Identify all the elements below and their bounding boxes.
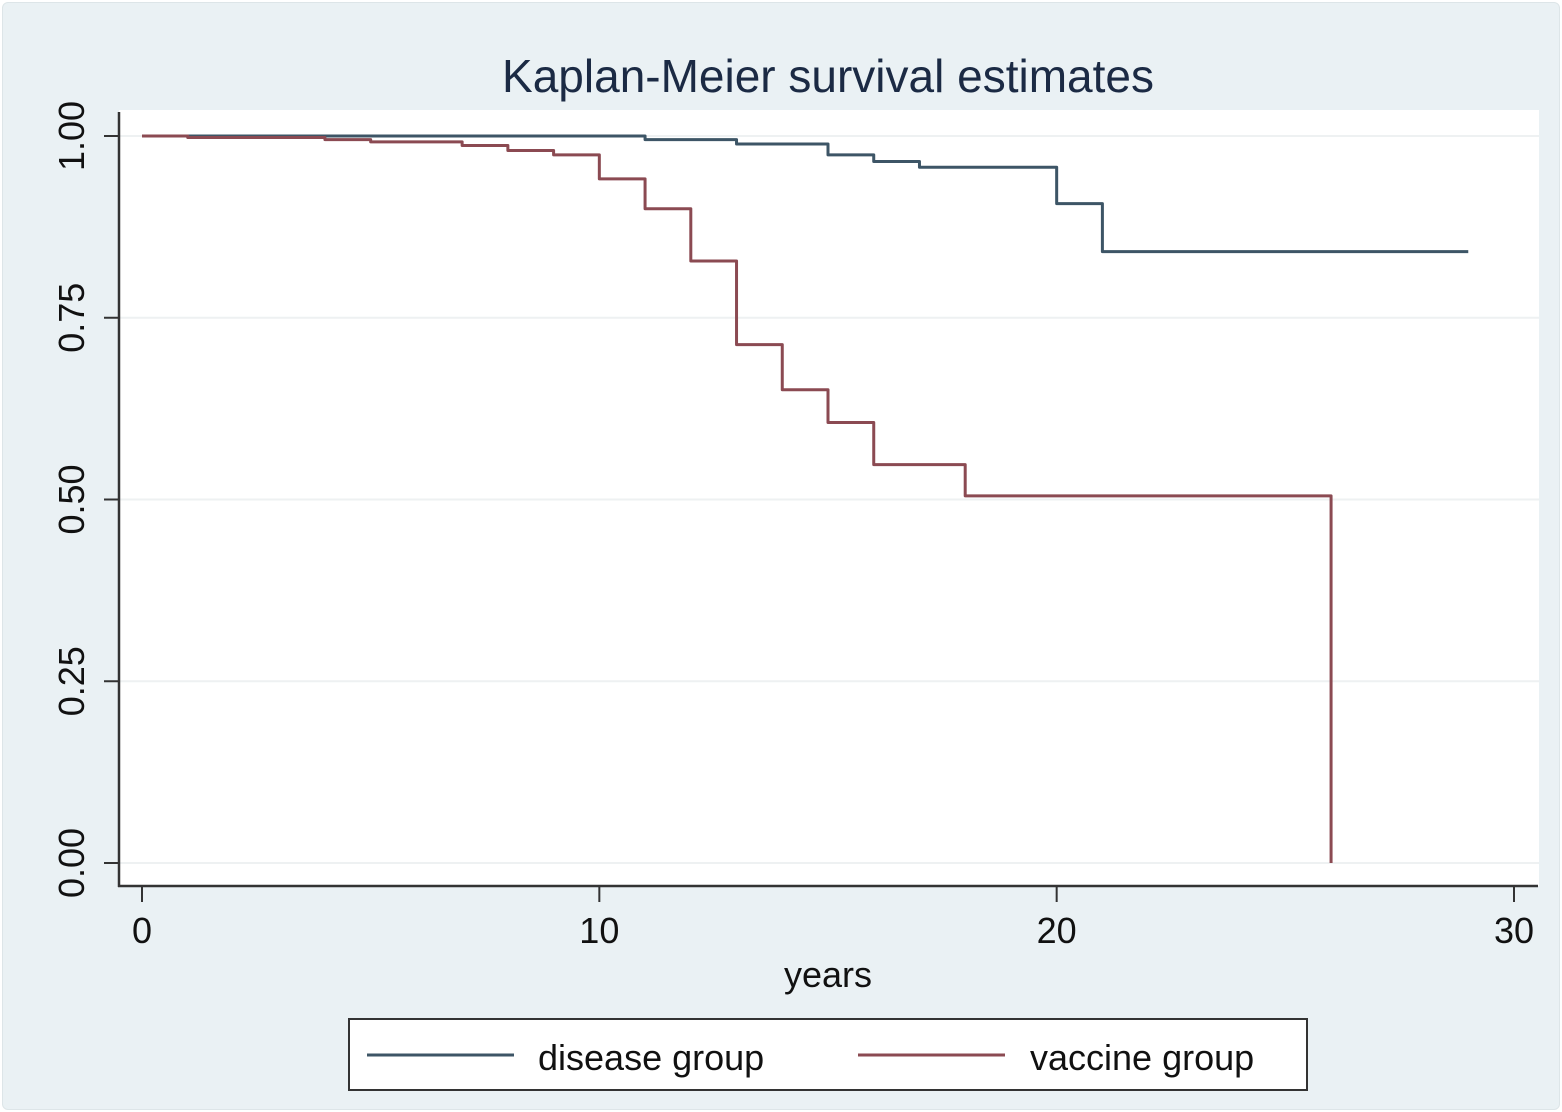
x-axis: 0 10 20 30 <box>118 884 1538 951</box>
x-tick-label: 20 <box>1037 910 1077 951</box>
series-line-disease-group <box>142 134 1469 254</box>
y-tick-label: 0.25 <box>51 646 92 716</box>
y-tick-label: 0.50 <box>51 464 92 534</box>
legend-label-disease: disease group <box>538 1037 764 1078</box>
y-tick-label: 1.00 <box>51 101 92 171</box>
legend: disease group vaccine group <box>348 1018 1308 1091</box>
y-tick-label: 0.00 <box>51 828 92 898</box>
y-axis: 0.00 0.25 0.50 0.75 1.00 <box>51 101 121 898</box>
y-tick-label: 0.75 <box>51 283 92 353</box>
x-tick-label: 10 <box>579 910 619 951</box>
x-tick-label: 30 <box>1494 910 1534 951</box>
x-tick-label: 0 <box>132 910 152 951</box>
chart-title: Kaplan-Meier survival estimates <box>502 50 1154 102</box>
series-group <box>142 134 1469 863</box>
plot-area <box>119 110 1539 886</box>
x-axis-title: years <box>784 954 872 995</box>
series-line-vaccine-group <box>142 134 1333 863</box>
legend-label-vaccine: vaccine group <box>1030 1037 1254 1078</box>
